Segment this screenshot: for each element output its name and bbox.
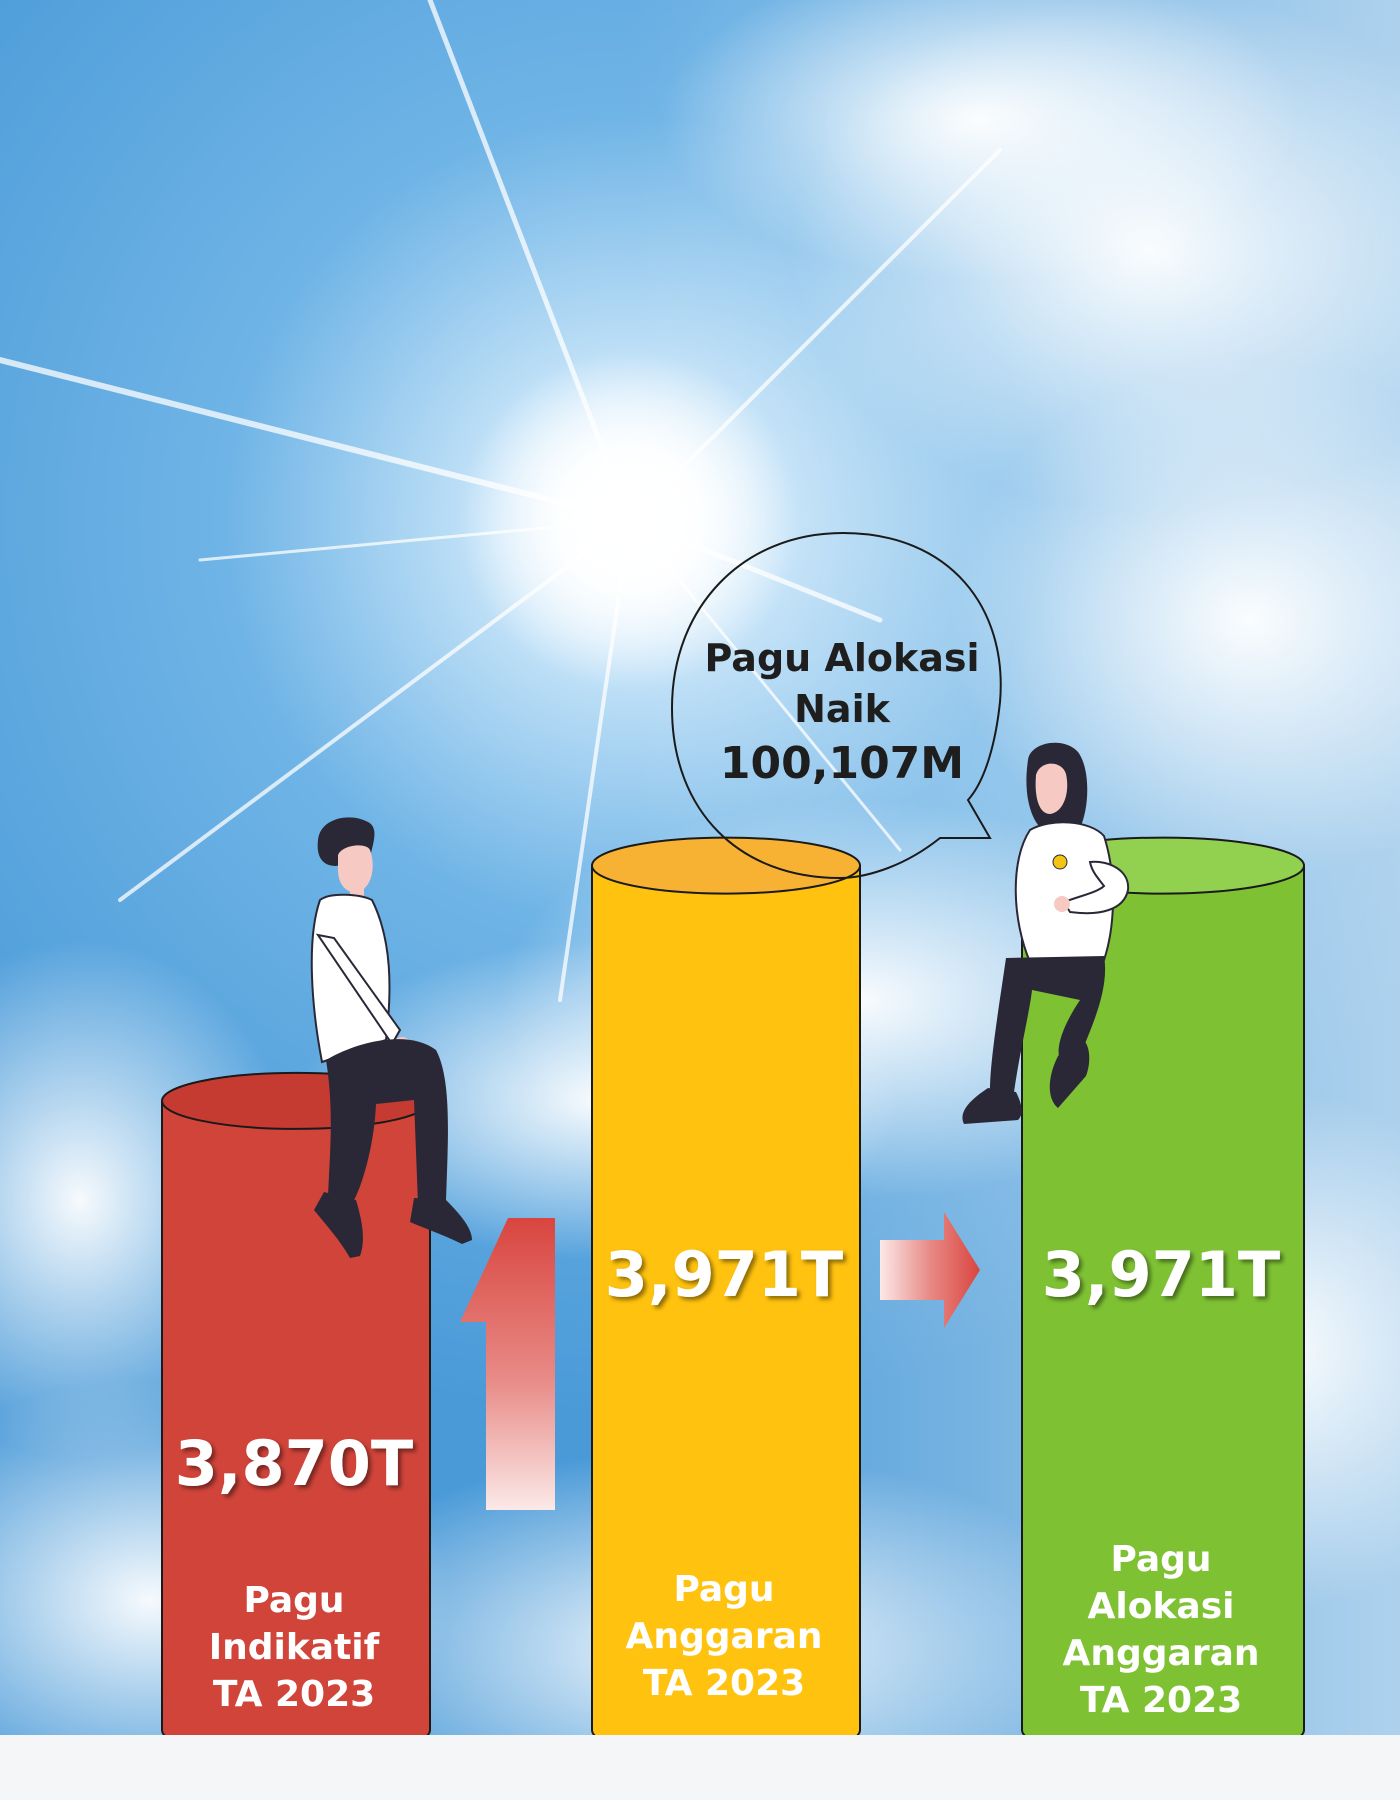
bar-2: 3,971T Pagu Anggaran TA 2023 [592,838,860,1758]
bar-3-category-line-4: TA 2023 [1080,1680,1242,1721]
bar-1: 3,870T Pagu Indikatif TA 2023 [162,1073,430,1758]
callout-line-3: 100,107M [720,738,964,789]
bar-2-category-line-1: Pagu [673,1569,774,1610]
bar-3-category-line-2: Alokasi [1088,1586,1235,1627]
bar-1-value-label: 3,870T [175,1427,413,1500]
bar-1-category-line-2: Indikatif [209,1627,380,1668]
bar-3-category-line-3: Anggaran [1063,1633,1260,1674]
bar-3-value-label: 3,971T [1042,1238,1280,1311]
bar-2-category-line-2: Anggaran [626,1616,823,1657]
bar-1-category-line-3: TA 2023 [213,1674,375,1715]
bar-2-top [592,838,860,894]
callout-line-2: Naik [794,687,890,731]
bar-2-category-line-3: TA 2023 [643,1663,805,1704]
callout-line-1: Pagu Alokasi [704,636,979,680]
bar-3-category-line-1: Pagu [1110,1539,1211,1580]
bar-1-category-line-1: Pagu [243,1580,344,1621]
bottom-strip [0,1735,1400,1800]
bar-2-value-label: 3,971T [605,1238,843,1311]
